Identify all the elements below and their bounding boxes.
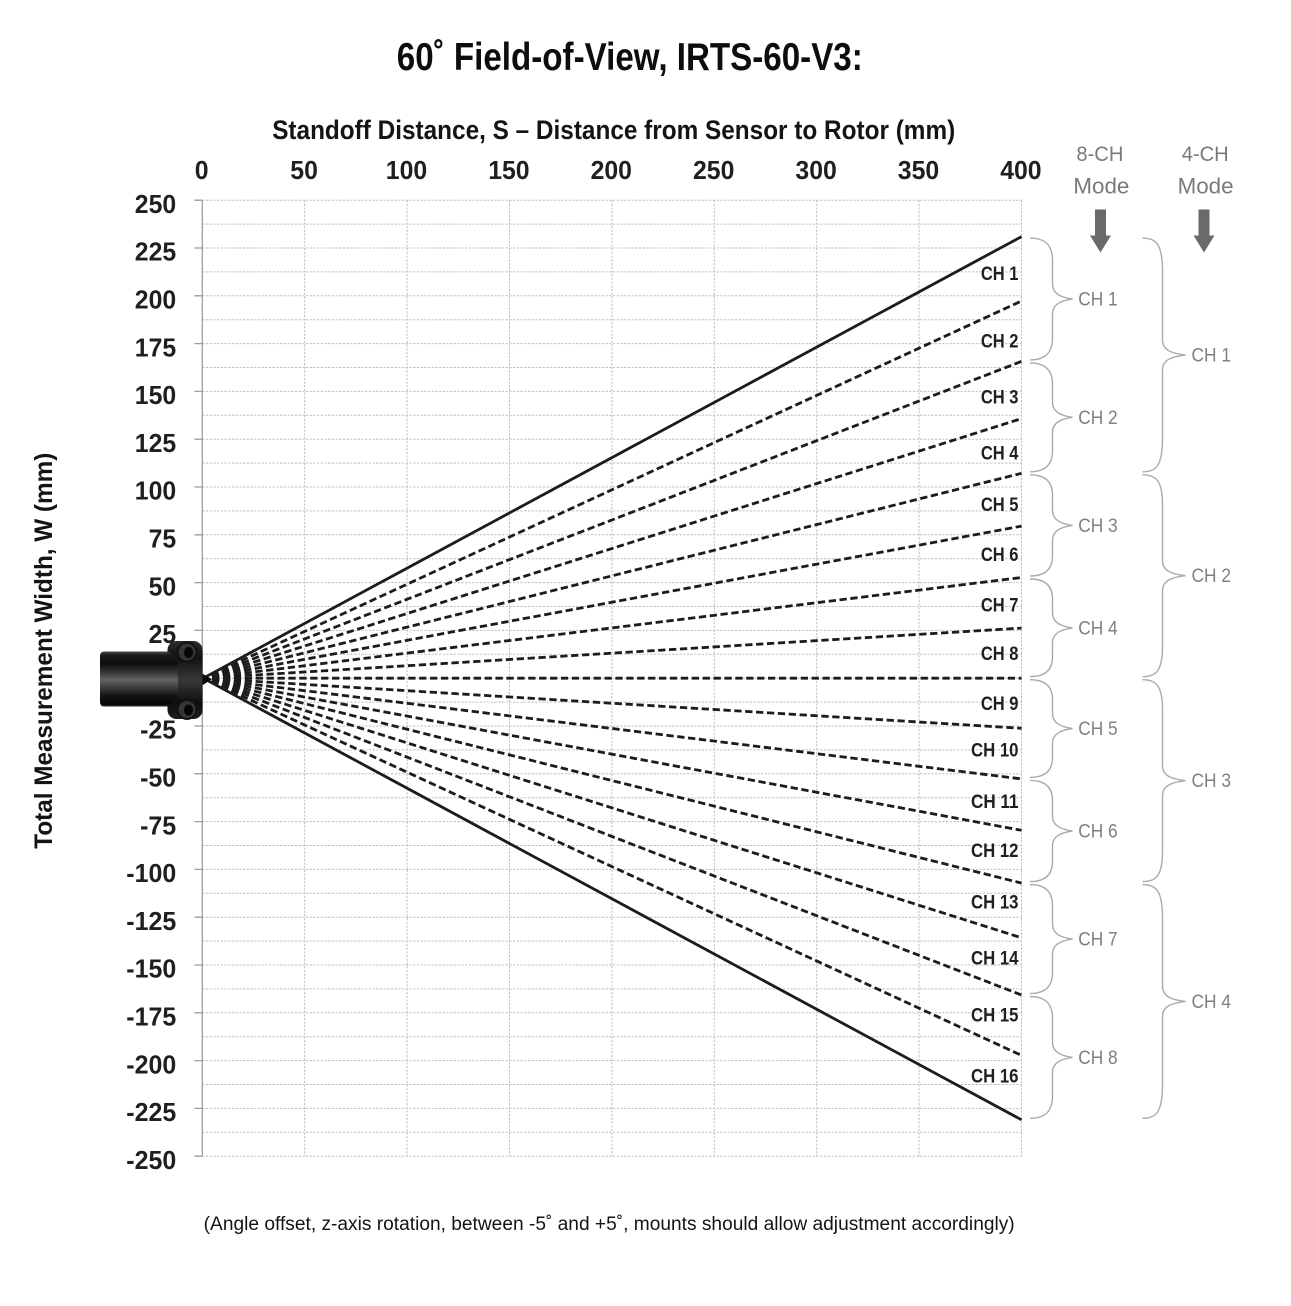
svg-text:-125: -125 bbox=[126, 906, 176, 936]
svg-text:150: 150 bbox=[488, 155, 529, 185]
svg-text:CH 7: CH 7 bbox=[981, 595, 1019, 616]
svg-text:CH 1: CH 1 bbox=[1078, 290, 1118, 311]
svg-text:CH 3: CH 3 bbox=[1192, 771, 1232, 792]
svg-text:0: 0 bbox=[195, 155, 209, 185]
svg-text:CH 3: CH 3 bbox=[1078, 516, 1118, 537]
svg-text:75: 75 bbox=[149, 524, 177, 554]
svg-text:-250: -250 bbox=[126, 1145, 176, 1175]
svg-text:50: 50 bbox=[149, 571, 177, 601]
svg-text:150: 150 bbox=[135, 380, 176, 410]
svg-text:-200: -200 bbox=[126, 1049, 176, 1079]
svg-text:175: 175 bbox=[135, 332, 176, 362]
svg-text:Total Measurement Width, W (mm: Total Measurement Width, W (mm) bbox=[30, 453, 58, 849]
svg-text:CH 2: CH 2 bbox=[1078, 408, 1118, 429]
svg-text:CH 6: CH 6 bbox=[981, 545, 1019, 566]
svg-text:CH 4: CH 4 bbox=[1192, 992, 1232, 1013]
svg-text:CH 5: CH 5 bbox=[1078, 719, 1118, 740]
svg-text:CH 14: CH 14 bbox=[971, 948, 1019, 969]
svg-text:CH 12: CH 12 bbox=[971, 841, 1019, 862]
svg-text:CH 1: CH 1 bbox=[1192, 345, 1232, 366]
svg-text:CH 10: CH 10 bbox=[971, 740, 1019, 761]
svg-text:CH 11: CH 11 bbox=[971, 792, 1019, 813]
svg-text:250: 250 bbox=[135, 189, 176, 219]
svg-text:100: 100 bbox=[386, 155, 427, 185]
svg-text:CH 15: CH 15 bbox=[971, 1005, 1019, 1026]
svg-text:300: 300 bbox=[795, 155, 836, 185]
svg-text:CH 9: CH 9 bbox=[981, 694, 1019, 715]
svg-text:-225: -225 bbox=[126, 1097, 176, 1127]
svg-text:CH 2: CH 2 bbox=[1192, 566, 1232, 587]
svg-text:CH 13: CH 13 bbox=[971, 892, 1019, 913]
svg-text:250: 250 bbox=[693, 155, 734, 185]
svg-text:CH 3: CH 3 bbox=[981, 387, 1019, 408]
svg-text:CH 7: CH 7 bbox=[1078, 930, 1118, 951]
svg-text:CH 4: CH 4 bbox=[1078, 618, 1118, 639]
svg-text:Mode: Mode bbox=[1178, 174, 1234, 199]
svg-text:225: 225 bbox=[135, 237, 176, 267]
svg-text:-175: -175 bbox=[126, 1002, 176, 1032]
svg-text:CH 6: CH 6 bbox=[1078, 822, 1118, 843]
svg-text:CH 2: CH 2 bbox=[981, 331, 1019, 352]
svg-text:50: 50 bbox=[290, 155, 318, 185]
svg-text:200: 200 bbox=[591, 155, 632, 185]
svg-text:CH 4: CH 4 bbox=[981, 443, 1019, 464]
svg-text:CH 5: CH 5 bbox=[981, 495, 1019, 516]
svg-text:-25: -25 bbox=[140, 715, 176, 745]
svg-text:200: 200 bbox=[135, 285, 176, 315]
svg-text:4-CH: 4-CH bbox=[1182, 143, 1229, 166]
svg-text:CH 8: CH 8 bbox=[981, 644, 1019, 665]
svg-text:(Angle offset, z-axis rotation: (Angle offset, z-axis rotation, between … bbox=[204, 1214, 1015, 1235]
svg-text:400: 400 bbox=[1000, 155, 1041, 185]
svg-text:-50: -50 bbox=[140, 763, 176, 793]
svg-text:CH 8: CH 8 bbox=[1078, 1048, 1118, 1069]
svg-text:350: 350 bbox=[898, 155, 939, 185]
svg-text:-100: -100 bbox=[126, 858, 176, 888]
svg-text:Mode: Mode bbox=[1073, 174, 1129, 199]
svg-text:8-CH: 8-CH bbox=[1076, 143, 1123, 166]
svg-text:-75: -75 bbox=[140, 810, 176, 840]
svg-text:100: 100 bbox=[135, 476, 176, 506]
svg-text:CH 1: CH 1 bbox=[981, 264, 1019, 285]
svg-text:Standoff Distance, S – Distanc: Standoff Distance, S – Distance from Sen… bbox=[272, 115, 955, 145]
svg-text:125: 125 bbox=[135, 428, 176, 458]
svg-text:-150: -150 bbox=[126, 954, 176, 984]
svg-text:60˚ Field-of-View, IRTS-60-V3:: 60˚ Field-of-View, IRTS-60-V3: bbox=[397, 36, 863, 79]
svg-text:CH 16: CH 16 bbox=[971, 1066, 1019, 1087]
